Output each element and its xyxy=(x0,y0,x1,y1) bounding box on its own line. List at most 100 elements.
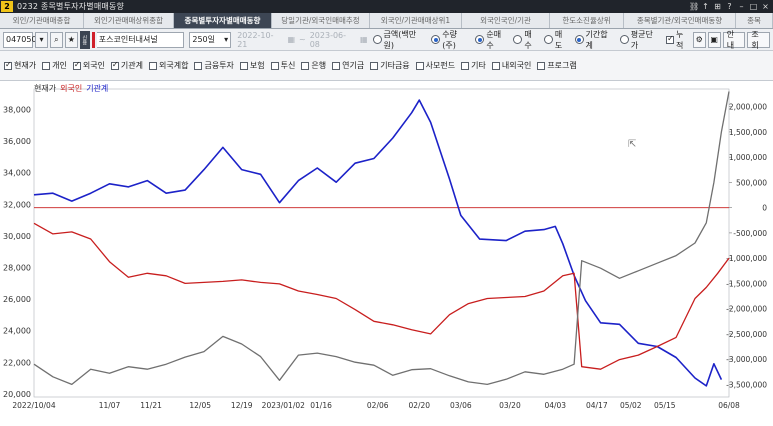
guide-button[interactable]: 안내 xyxy=(722,30,746,50)
radio-quantity[interactable]: 수량(주) xyxy=(431,29,470,51)
investor-trend-chart[interactable]: 현재가 외국인 기관계 20,000 22,000 24,000 26,000 28,0… xyxy=(0,81,773,426)
left-tick-label: 20,000 xyxy=(3,390,31,399)
right-tick-label: -1,500,000 xyxy=(726,279,767,288)
checkbox-box xyxy=(72,60,81,70)
filter-domestic-foreign[interactable]: 내외국인 xyxy=(491,60,531,71)
left-tick-label: 32,000 xyxy=(3,200,31,209)
checkbox-box xyxy=(491,61,500,70)
left-tick-label: 34,000 xyxy=(3,169,31,178)
x-tick-label: 04/03 xyxy=(544,401,566,410)
end-date[interactable]: 2023-06-08 xyxy=(309,30,347,49)
checkbox-box xyxy=(239,61,248,70)
checkbox-box xyxy=(537,61,546,70)
filter-insurance[interactable]: 보험 xyxy=(239,60,265,71)
help-icon[interactable]: ? xyxy=(727,2,732,11)
split-icon[interactable]: ⊞ xyxy=(714,2,721,11)
checkbox-box xyxy=(4,60,12,70)
settings-gear-icon[interactable]: ⚙ xyxy=(692,31,706,48)
filter-other[interactable]: 기타 xyxy=(461,60,486,71)
checkbox-box xyxy=(332,61,341,70)
radio-avg-price[interactable]: 평균단가 xyxy=(619,29,660,51)
mouse-cursor-icon: ⇱ xyxy=(628,139,636,150)
filter-current-price[interactable]: 현재가 xyxy=(4,60,36,71)
radio-dot xyxy=(574,35,584,44)
minimize-icon[interactable]: – xyxy=(739,2,744,11)
series-line-price xyxy=(33,99,723,387)
stock-code-input[interactable]: 047050 xyxy=(3,31,37,48)
tab-foreign-inst-top[interactable]: 외인기관매매상위종합 xyxy=(84,13,174,28)
checkbox-box xyxy=(461,61,470,70)
radio-net-buy[interactable]: 순매수 xyxy=(475,29,508,51)
radio-buy[interactable]: 매수 xyxy=(513,29,539,51)
filter-individual[interactable]: 개인 xyxy=(42,60,67,71)
tab-foreign-inst-summary[interactable]: 외인/기관매매종합 xyxy=(0,13,84,28)
filter-bank[interactable]: 은행 xyxy=(301,60,326,71)
favorite-star-icon[interactable]: ★ xyxy=(64,31,78,48)
legend-institution: 기관계 xyxy=(86,84,109,93)
left-tick-label: 22,000 xyxy=(3,358,31,367)
maximize-icon[interactable]: □ xyxy=(749,2,758,11)
filter-pension[interactable]: 연기금 xyxy=(332,60,364,71)
link-icon[interactable]: ⛓ xyxy=(689,2,700,11)
right-tick-label: -1,000,000 xyxy=(726,254,767,263)
x-tick-label: 04/17 xyxy=(586,401,608,410)
filter-foreign[interactable]: 외국인 xyxy=(72,60,105,71)
credit-tag: 신용 xyxy=(79,30,90,49)
filter-financial-investment[interactable]: 금융투자 xyxy=(194,60,234,71)
filter-trust[interactable]: 투신 xyxy=(270,60,295,71)
x-tick-label: 02/20 xyxy=(408,401,430,410)
query-button[interactable]: 조회 xyxy=(747,30,770,50)
tab-foreign-domestic[interactable]: 외국인국인/기관 xyxy=(462,13,550,28)
right-tick-label: 1,000,000 xyxy=(729,153,767,162)
x-tick-label: 12/05 xyxy=(189,401,211,410)
left-tick-label: 26,000 xyxy=(3,295,31,304)
start-date[interactable]: 2022-10-21 xyxy=(237,30,274,49)
stock-dropdown-arrow[interactable]: ▾ xyxy=(35,31,48,48)
radio-dot xyxy=(543,35,553,44)
radio-sell[interactable]: 매도 xyxy=(543,29,570,51)
stock-color-marker xyxy=(91,31,95,48)
period-value: 250일 xyxy=(192,35,216,44)
x-tick-label: 05/02 xyxy=(620,401,642,410)
radio-period-sum[interactable]: 기간합계 xyxy=(574,29,615,51)
right-tick-label: -2,500,000 xyxy=(726,330,767,339)
stock-name-field: 포스코인터내셔널 xyxy=(96,31,185,48)
left-tick-label: 36,000 xyxy=(3,137,31,146)
checkbox-box xyxy=(415,61,424,70)
filter-institution[interactable]: 기관계 xyxy=(110,60,143,71)
tab-top-1[interactable]: 외국인/기관매매상위1 xyxy=(370,13,462,28)
checkbox-box xyxy=(194,61,203,70)
checkbox-box xyxy=(666,34,675,44)
cumulative-checkbox[interactable]: 누적 xyxy=(666,29,691,51)
checkbox-box xyxy=(42,61,51,70)
x-tick-label: 12/19 xyxy=(231,401,253,410)
x-tick-label: 01/16 xyxy=(310,401,332,410)
checkbox-box xyxy=(149,61,158,70)
calendar-icon[interactable]: ▦ xyxy=(287,35,296,44)
save-icon[interactable]: ▣ xyxy=(707,31,721,48)
filter-private-fund[interactable]: 사모펀드 xyxy=(415,60,455,71)
radio-amount[interactable]: 금액(백만원) xyxy=(372,29,427,51)
tab-limit-exhaustion[interactable]: 한도소진율상위 xyxy=(550,13,624,28)
calendar-icon[interactable]: ▦ xyxy=(359,35,368,44)
right-tick-label: -3,500,000 xyxy=(726,380,767,389)
tab-intraday-estimate[interactable]: 당일기관/외국인매매추정 xyxy=(272,13,370,28)
search-icon[interactable]: ⌕ xyxy=(49,31,63,48)
period-select[interactable]: 250일 ▾ xyxy=(189,31,232,48)
right-tick-label: 2,000,000 xyxy=(729,103,767,112)
filter-program[interactable]: 프로그램 xyxy=(537,60,577,71)
x-tick-label: 06/08 xyxy=(718,401,740,410)
radio-dot xyxy=(372,35,382,44)
tab-stock-inst-trend[interactable]: 종목별기관/외국인매매동향 xyxy=(624,13,736,28)
x-tick-label: 05/15 xyxy=(654,401,676,410)
left-tick-label: 24,000 xyxy=(3,327,31,336)
tab-investor-trend[interactable]: 종목별투자자별매매동향 xyxy=(174,13,272,28)
checkbox-box xyxy=(370,61,379,70)
tab-stock[interactable]: 종목 xyxy=(736,13,773,28)
legend-price: 현재가 xyxy=(34,84,57,93)
close-icon[interactable]: × xyxy=(762,2,769,11)
filter-foreign-sum[interactable]: 외국계합 xyxy=(149,60,188,71)
filter-other-finance[interactable]: 기타금융 xyxy=(370,60,410,71)
arrow-up-icon[interactable]: ↑ xyxy=(702,2,709,11)
x-tick-label: 03/06 xyxy=(450,401,472,410)
